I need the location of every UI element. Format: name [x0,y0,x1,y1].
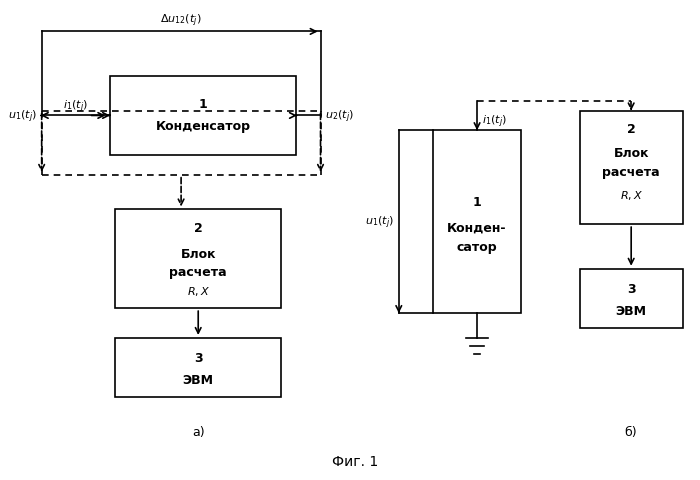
Bar [433,131,521,313]
Text: Конденсатор: Конденсатор [155,120,251,132]
Text: 2: 2 [194,221,202,234]
Text: $i_1(t_j)$: $i_1(t_j)$ [482,113,507,129]
Bar [580,111,682,225]
Text: расчета: расчета [603,166,660,179]
Text: 3: 3 [627,282,636,295]
Text: $u_1(t_j)$: $u_1(t_j)$ [8,108,37,124]
Bar [110,77,296,156]
Text: $u_2(t_j)$: $u_2(t_j)$ [326,108,354,124]
Text: $R, X$: $R, X$ [620,189,643,202]
Text: сатор: сатор [457,240,498,253]
Bar [115,210,281,309]
Bar [580,269,682,328]
Text: 1: 1 [199,98,207,111]
Bar [115,338,281,397]
Text: Блок: Блок [613,146,649,159]
Text: ЭВМ: ЭВМ [183,373,214,386]
Text: $u_1(t_j)$: $u_1(t_j)$ [365,214,394,230]
Text: 2: 2 [626,122,636,135]
Text: Конден-: Конден- [447,221,507,234]
Text: ЭВМ: ЭВМ [616,304,647,317]
Text: $i_1(t_j)$: $i_1(t_j)$ [64,98,88,115]
Text: 3: 3 [194,351,202,364]
Text: расчета: расчета [169,265,227,278]
Text: б): б) [624,425,637,438]
Text: Фиг. 1: Фиг. 1 [332,455,378,468]
Text: 1: 1 [473,196,482,209]
Text: $\Delta u_{12}(t_j)$: $\Delta u_{12}(t_j)$ [160,12,202,29]
Text: а): а) [192,425,204,438]
Text: $R, X$: $R, X$ [187,284,210,297]
Text: Блок: Блок [181,248,216,261]
